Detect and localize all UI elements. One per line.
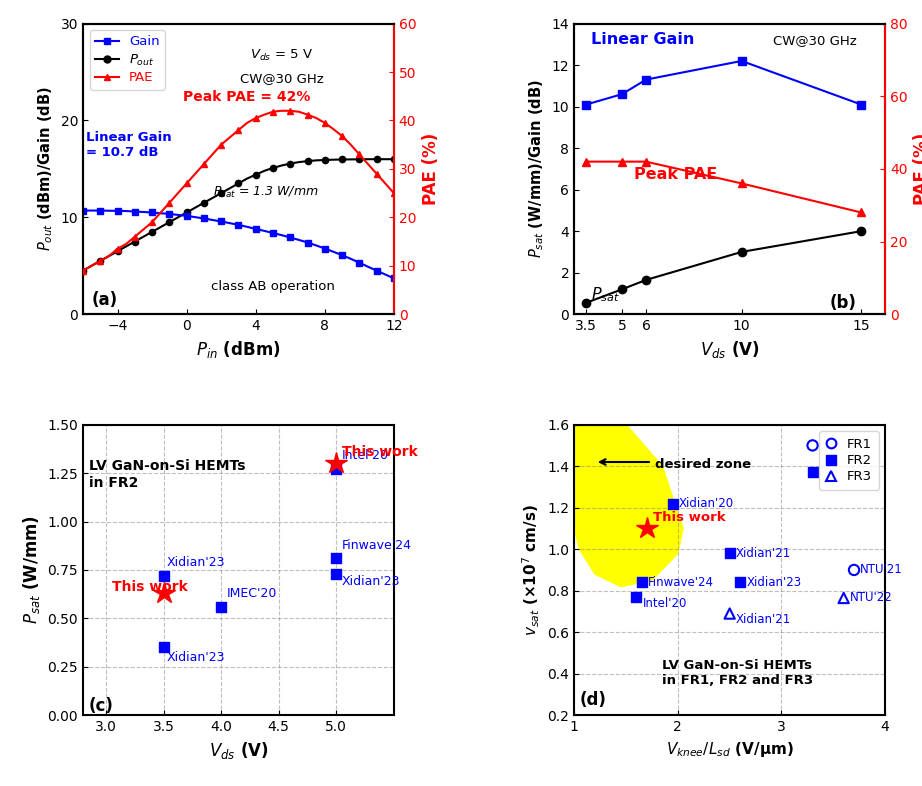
- Legend: FR1, FR2, FR3: FR1, FR2, FR3: [819, 432, 879, 490]
- X-axis label: $V_{knee}/L_{sd}$ (V/μm): $V_{knee}/L_{sd}$ (V/μm): [666, 740, 794, 758]
- Text: NTU'22: NTU'22: [850, 592, 892, 604]
- Text: (d): (d): [579, 691, 607, 709]
- Legend: Gain, $P_{out}$, PAE: Gain, $P_{out}$, PAE: [89, 30, 165, 90]
- Point: [634, 576, 649, 589]
- Point: [329, 463, 344, 476]
- Point: [629, 590, 644, 603]
- Point: [329, 552, 344, 564]
- Point: [836, 592, 851, 604]
- Text: NTU'21: NTU'21: [860, 564, 903, 576]
- X-axis label: $V_{ds}$ (V): $V_{ds}$ (V): [208, 740, 268, 761]
- Text: Linear Gain: Linear Gain: [591, 32, 694, 47]
- Text: Xidian'21: Xidian'21: [736, 547, 791, 560]
- Text: Xidian'21: Xidian'21: [736, 613, 791, 626]
- Text: Intel'20: Intel'20: [643, 597, 687, 610]
- Text: $P_{sat}$ = 1.3 W/mm: $P_{sat}$ = 1.3 W/mm: [213, 185, 318, 200]
- Text: IMEC'20: IMEC'20: [227, 587, 278, 600]
- Point: [846, 564, 861, 576]
- Y-axis label: PAE (%): PAE (%): [913, 133, 922, 205]
- Text: (c): (c): [89, 697, 113, 715]
- Text: (b): (b): [830, 294, 857, 312]
- Text: Linear Gain
= 10.7 dB: Linear Gain = 10.7 dB: [87, 130, 172, 159]
- Text: LV GaN-on-Si HEMTs
in FR2: LV GaN-on-Si HEMTs in FR2: [89, 460, 245, 490]
- Text: CW@30 GHz: CW@30 GHz: [240, 72, 324, 85]
- Text: (a): (a): [91, 291, 118, 309]
- Text: Xidian'23: Xidian'23: [746, 576, 801, 589]
- Point: [733, 576, 748, 589]
- Y-axis label: $v_{sat}$ (×10$^7$ cm/s): $v_{sat}$ (×10$^7$ cm/s): [520, 504, 541, 636]
- Text: Xidian'23: Xidian'23: [342, 575, 400, 589]
- Point: [722, 547, 737, 560]
- Text: Xidian'20: Xidian'20: [679, 497, 734, 510]
- Polygon shape: [574, 424, 683, 586]
- Point: [666, 498, 680, 510]
- Text: desired zone: desired zone: [655, 457, 751, 471]
- Text: Intel'20: Intel'20: [342, 450, 389, 462]
- Y-axis label: $P_{sat}$ (W/mm)/Gain (dB): $P_{sat}$ (W/mm)/Gain (dB): [527, 79, 546, 259]
- Point: [722, 608, 737, 620]
- Point: [156, 641, 171, 654]
- Text: $V_{ds}$ = 5 V: $V_{ds}$ = 5 V: [250, 48, 313, 63]
- Point: [156, 570, 171, 582]
- Text: CW@30 GHz: CW@30 GHz: [773, 34, 857, 47]
- Point: [329, 567, 344, 580]
- Text: Xidian'23: Xidian'23: [167, 651, 226, 664]
- Text: Finwave'24: Finwave'24: [648, 576, 714, 589]
- Point: [214, 601, 229, 613]
- Text: This work: This work: [653, 511, 726, 524]
- X-axis label: $V_{ds}$ (V): $V_{ds}$ (V): [700, 339, 760, 360]
- Text: Finwave'24: Finwave'24: [342, 538, 412, 552]
- Text: Peak PAE = 42%: Peak PAE = 42%: [183, 90, 311, 104]
- Text: class AB operation: class AB operation: [211, 280, 335, 293]
- Text: This work: This work: [342, 445, 418, 459]
- Point: [805, 439, 820, 452]
- Point: [805, 466, 820, 479]
- Text: Peak PAE: Peak PAE: [634, 167, 717, 182]
- Text: This work: This work: [112, 580, 187, 594]
- Y-axis label: $P_{sat}$ (W/mm): $P_{sat}$ (W/mm): [21, 516, 41, 624]
- X-axis label: $P_{in}$ (dBm): $P_{in}$ (dBm): [196, 339, 280, 360]
- Text: $P_{sat}$: $P_{sat}$: [591, 285, 620, 304]
- Y-axis label: $P_{out}$ (dBm)/Gain (dB): $P_{out}$ (dBm)/Gain (dB): [36, 86, 55, 252]
- Text: Xidian'23: Xidian'23: [167, 556, 226, 569]
- Text: LV GaN-on-Si HEMTs
in FR1, FR2 and FR3: LV GaN-on-Si HEMTs in FR1, FR2 and FR3: [662, 659, 813, 687]
- Y-axis label: PAE (%): PAE (%): [422, 133, 440, 205]
